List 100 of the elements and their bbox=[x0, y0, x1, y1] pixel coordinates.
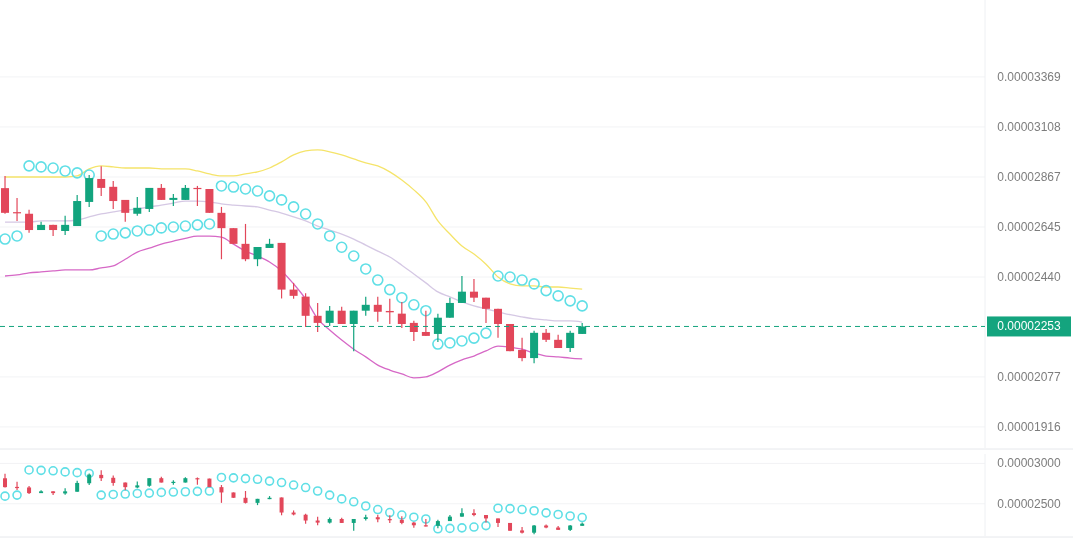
point bbox=[432, 338, 444, 350]
point bbox=[457, 523, 467, 533]
y-tick-label: 0.00002077 bbox=[997, 369, 1062, 384]
point bbox=[312, 486, 323, 496]
point bbox=[72, 467, 82, 478]
point bbox=[108, 489, 119, 500]
y-tick-label: 0.00003369 bbox=[997, 69, 1062, 84]
candlestick bbox=[457, 275, 466, 304]
point bbox=[35, 161, 47, 173]
y-tick-label: 0.00003000 bbox=[997, 456, 1062, 471]
y-tick-label: 0.00002867 bbox=[997, 170, 1062, 184]
point bbox=[179, 220, 192, 232]
point bbox=[180, 486, 191, 497]
point bbox=[480, 327, 492, 339]
candlestick bbox=[518, 337, 527, 362]
point bbox=[360, 501, 371, 511]
point bbox=[481, 520, 491, 531]
point bbox=[240, 473, 251, 484]
candlestick bbox=[409, 320, 418, 342]
point bbox=[96, 490, 107, 500]
y-tick-label: 0.00003108 bbox=[997, 119, 1062, 134]
point bbox=[529, 505, 539, 516]
candlestick bbox=[133, 196, 142, 217]
candlestick bbox=[63, 487, 68, 496]
candlestick bbox=[373, 296, 382, 323]
point bbox=[264, 476, 275, 486]
point bbox=[59, 165, 71, 177]
point bbox=[456, 335, 468, 347]
candlestick bbox=[469, 278, 478, 303]
point bbox=[396, 291, 408, 304]
point bbox=[384, 507, 395, 518]
point bbox=[504, 271, 516, 283]
point bbox=[132, 488, 143, 499]
point bbox=[263, 190, 276, 202]
point bbox=[83, 169, 95, 181]
point bbox=[347, 250, 360, 262]
y-tick-label: 0.00002440 bbox=[997, 270, 1062, 285]
point bbox=[216, 472, 227, 483]
point bbox=[131, 225, 144, 237]
candlestick bbox=[459, 507, 464, 518]
point bbox=[204, 486, 215, 496]
point bbox=[371, 274, 384, 286]
point bbox=[227, 181, 240, 193]
point bbox=[120, 489, 131, 499]
point bbox=[420, 304, 432, 317]
candlestick bbox=[145, 187, 154, 213]
y-tick-label: 0.00001916 bbox=[997, 419, 1062, 434]
point bbox=[252, 474, 263, 485]
point bbox=[372, 504, 383, 515]
point bbox=[215, 180, 228, 192]
candlestick bbox=[49, 224, 58, 237]
point bbox=[47, 162, 59, 174]
point bbox=[168, 487, 179, 497]
y-tick-label: 0.00002500 bbox=[997, 496, 1062, 511]
candlestick bbox=[25, 209, 34, 234]
point bbox=[119, 227, 132, 239]
point bbox=[23, 160, 35, 172]
ref-line-label: 0.00002253 bbox=[997, 319, 1062, 334]
point bbox=[95, 230, 108, 242]
candlestick bbox=[61, 215, 70, 236]
point bbox=[144, 488, 155, 498]
point bbox=[469, 522, 479, 532]
point bbox=[84, 468, 94, 479]
point bbox=[167, 221, 180, 233]
point bbox=[348, 497, 359, 507]
candlestick bbox=[471, 508, 476, 517]
candlestick bbox=[205, 188, 214, 214]
point bbox=[397, 510, 407, 520]
candlestick bbox=[566, 330, 575, 353]
point bbox=[505, 503, 515, 514]
point bbox=[191, 219, 204, 231]
point bbox=[156, 487, 167, 498]
point bbox=[287, 201, 300, 213]
candlestick bbox=[97, 165, 106, 197]
point bbox=[300, 482, 311, 493]
point bbox=[323, 230, 336, 242]
point bbox=[24, 465, 34, 475]
point bbox=[324, 490, 335, 500]
candlestick bbox=[241, 223, 250, 262]
candlestick bbox=[445, 297, 454, 319]
point bbox=[203, 218, 216, 230]
point bbox=[492, 270, 504, 282]
candlestick bbox=[481, 297, 490, 324]
candlestick bbox=[301, 292, 310, 328]
point bbox=[299, 208, 312, 220]
point bbox=[335, 241, 348, 254]
point bbox=[311, 218, 324, 230]
point bbox=[528, 278, 540, 290]
candlestick bbox=[520, 526, 525, 535]
point bbox=[71, 167, 83, 179]
point bbox=[576, 300, 588, 312]
point bbox=[408, 299, 420, 311]
point bbox=[541, 508, 551, 518]
point bbox=[0, 491, 10, 501]
point bbox=[239, 183, 252, 195]
point bbox=[228, 473, 239, 483]
candlestick bbox=[217, 206, 226, 260]
point bbox=[552, 290, 564, 302]
candlestick bbox=[361, 296, 370, 317]
candlestick bbox=[325, 305, 334, 327]
